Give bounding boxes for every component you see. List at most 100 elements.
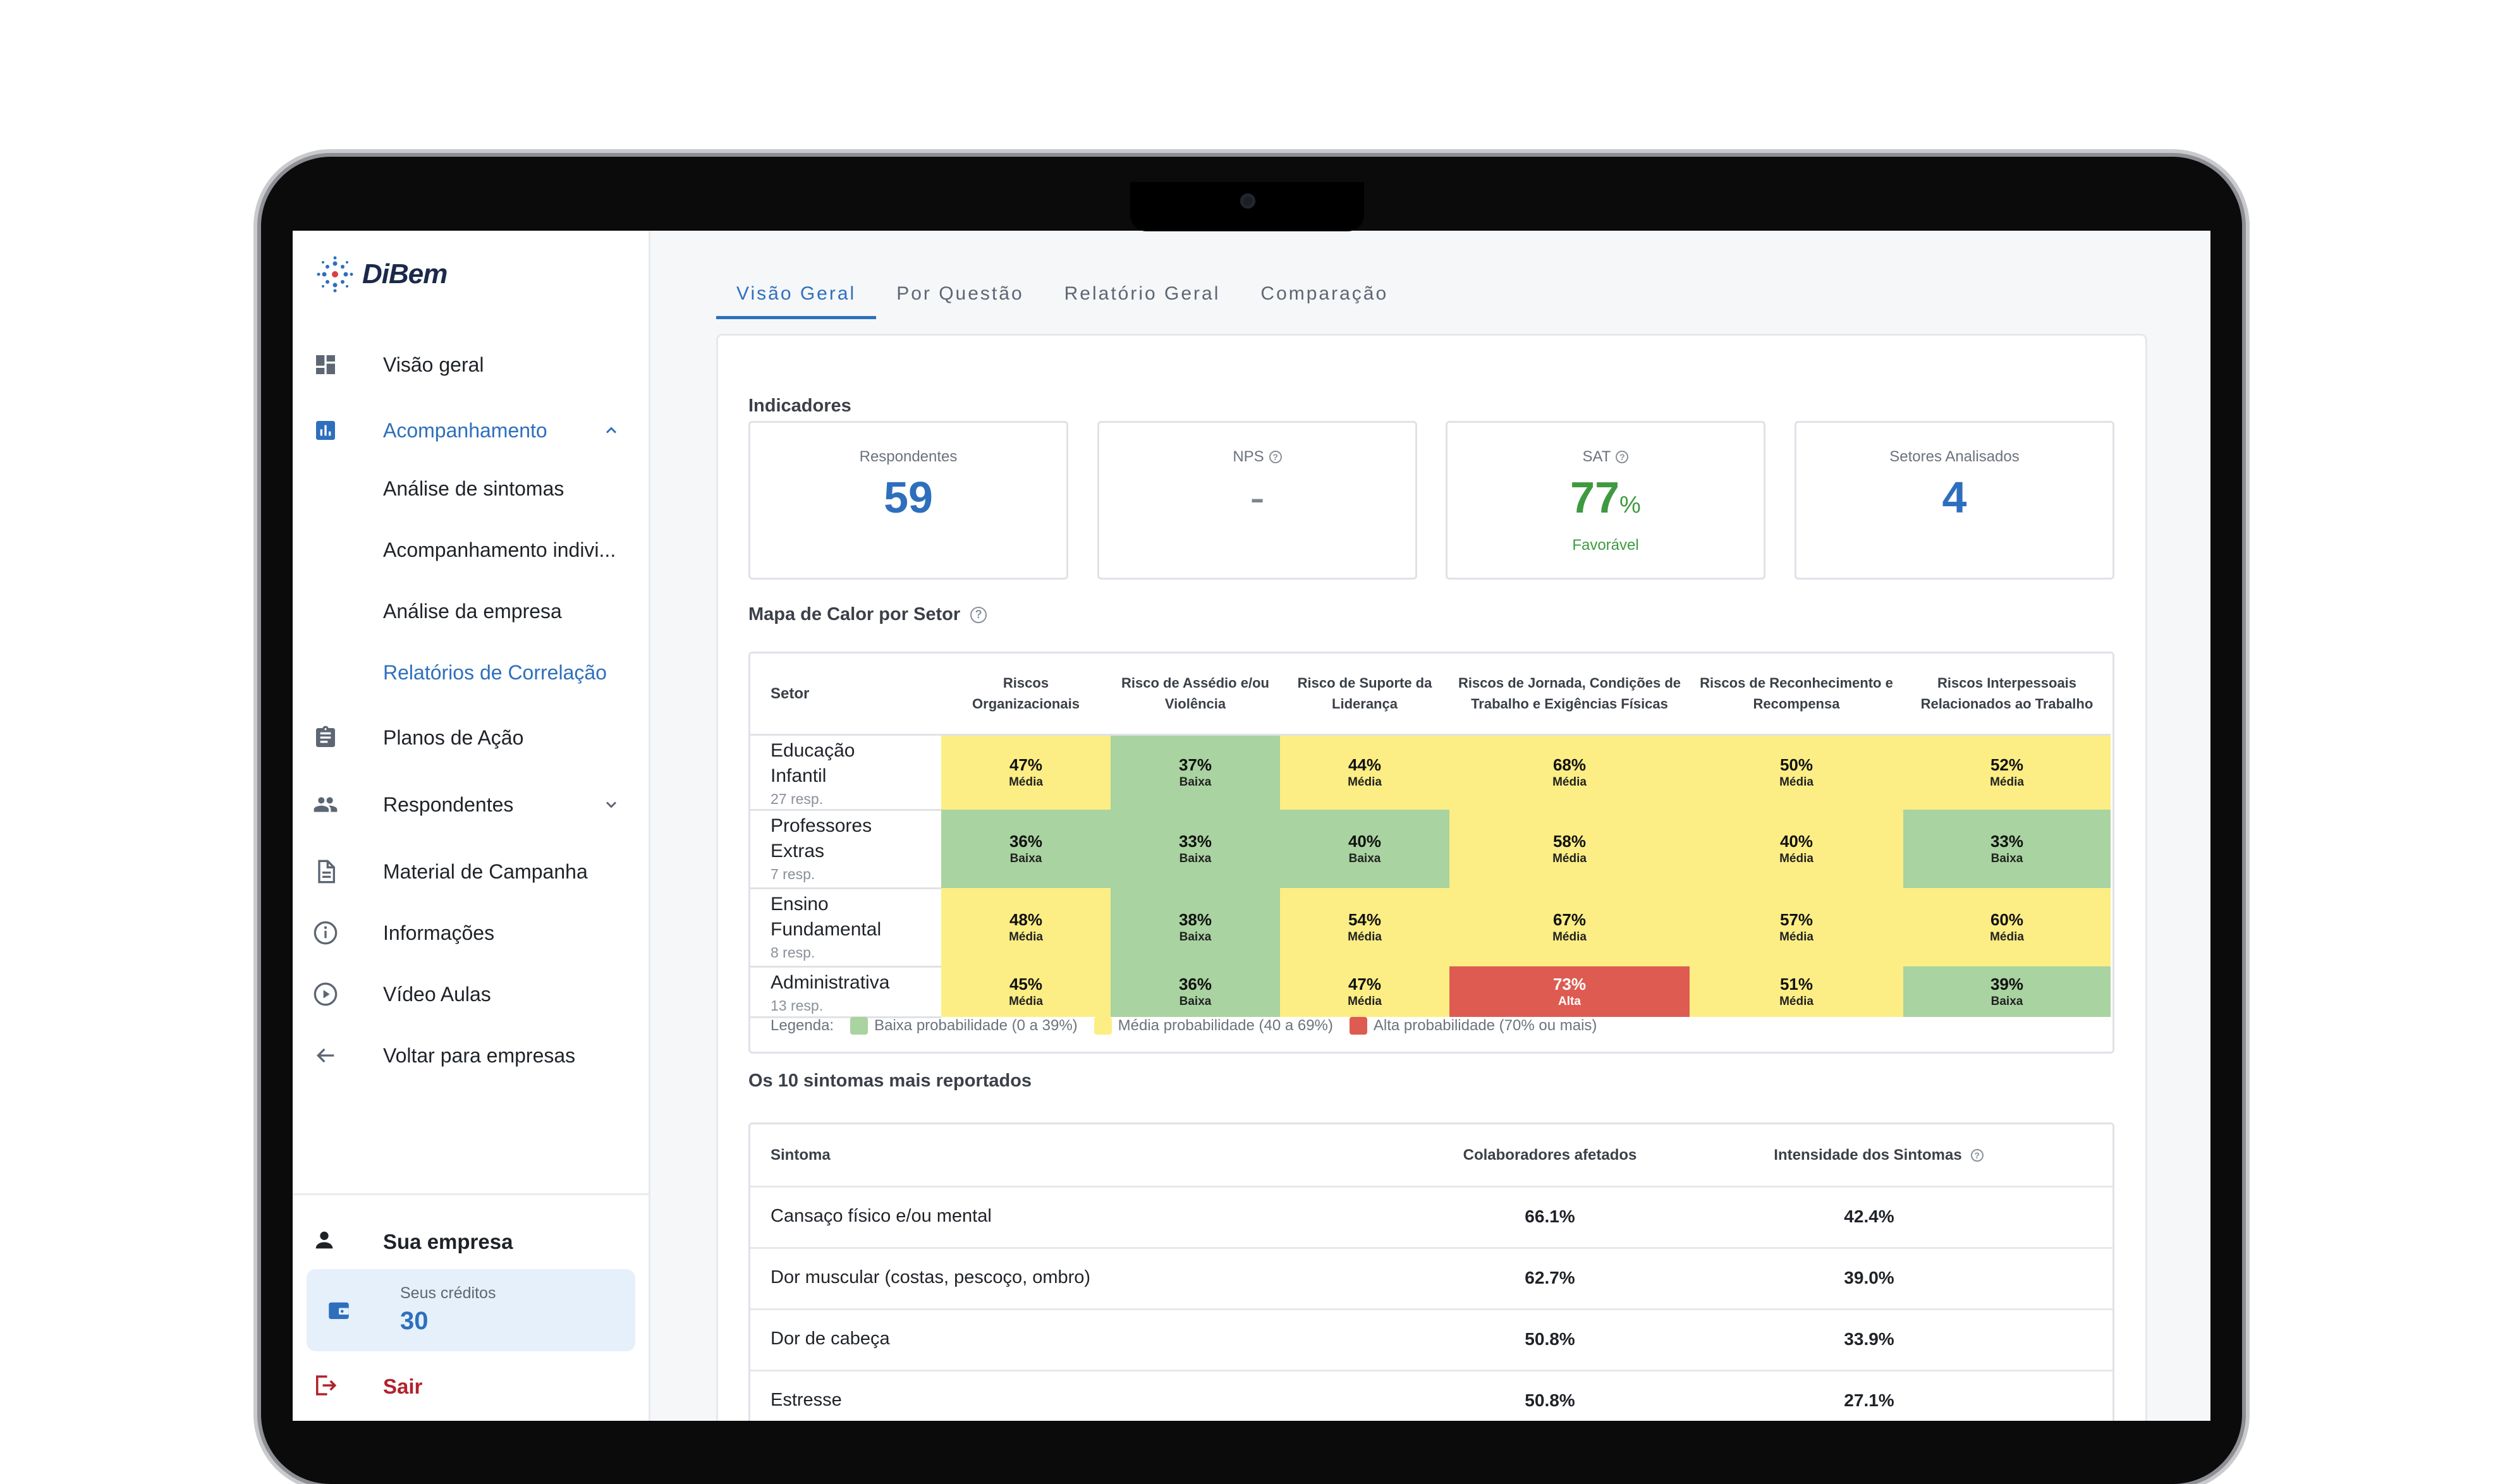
logo-icon [317,256,353,293]
kpi-label: SAT? [1448,448,1764,466]
heatmap-cell[interactable]: 51% Média [1690,966,1903,1017]
cell-percent: 33% [1990,832,2024,851]
cell-percent: 52% [1990,755,2024,775]
table-row: Cansaço físico e/ou mental 66.1% 42.4% [750,1186,2112,1249]
cell-level: Média [1009,930,1043,944]
kpi-label: Setores Analisados [1889,448,2020,465]
legend-high: Alta probabilidade (70% ou mais) [1373,1017,1597,1034]
heatmap-cell[interactable]: 33% Baixa [1111,810,1280,888]
heatmap-header-col: Riscos Organizacionais [941,654,1111,736]
heatmap-cell[interactable]: 60% Média [1903,888,2111,966]
cell-percent: 33% [1178,832,1212,851]
tab-visao-geral[interactable]: Visão Geral [716,269,877,319]
heatmap-cell[interactable]: 47% Média [941,734,1111,810]
heatmap-cell[interactable]: 48% Média [941,888,1111,966]
heatmap-sector-cell: Ensino Fundamental 8 resp. [750,888,941,968]
heatmap-cell[interactable]: 44% Média [1280,734,1449,810]
heatmap-cell[interactable]: 67% Média [1449,888,1690,966]
chevron-down-icon[interactable] [601,794,621,815]
heatmap-cell[interactable]: 45% Média [941,966,1111,1017]
company-section[interactable]: Sua empresa [293,1220,649,1264]
tab-relatorio-geral[interactable]: Relatório Geral [1064,283,1221,304]
sidebar-item-visao-geral[interactable]: Visão geral [293,339,649,390]
sidebar-subitem-acompanhamento-individual[interactable]: Acompanhamento indivi... [383,538,616,561]
cell-level: Baixa [1990,852,2023,865]
document-icon [312,858,339,885]
symptom-name: Cansaço físico e/ou mental [771,1206,992,1226]
heatmap-cell[interactable]: 52% Média [1903,734,2111,810]
heatmap-cell[interactable]: 36% Baixa [1111,966,1280,1017]
sidebar-item-label: Voltar para empresas [383,1043,576,1067]
help-icon[interactable]: ? [1970,1148,1984,1162]
legend-swatch-high [1349,1017,1367,1035]
heatmap-header-col: Risco de Suporte da Liderança [1280,654,1449,736]
sidebar-item-label: Informações [383,921,495,944]
tab-por-questao[interactable]: Por Questão [896,283,1024,304]
logout-button[interactable]: Sair [293,1368,649,1406]
chevron-up-icon[interactable] [601,420,621,441]
sidebar-item-informacoes[interactable]: Informações [293,908,649,958]
sidebar-item-label: Visão geral [383,353,484,376]
heatmap-cell[interactable]: 54% Média [1280,888,1449,966]
symptoms-table: Sintoma Colaboradores afetados Intensida… [748,1122,2114,1421]
sidebar-subitem-analise-empresa[interactable]: Análise da empresa [383,600,562,623]
sidebar-subitem-relatorios-correlacao[interactable]: Relatórios de Correlação [383,661,607,684]
indicators-title: Indicadores [748,396,851,416]
cell-level: Média [1552,775,1587,789]
heatmap-cell[interactable]: 40% Baixa [1280,810,1449,888]
cell-percent: 57% [1779,910,1813,929]
heatmap-header-col: Risco de Assédio e/ou Violência [1111,654,1280,736]
heatmap-cell[interactable]: 38% Baixa [1111,888,1280,966]
cell-level: Média [1348,930,1382,944]
help-icon[interactable]: ? [1269,451,1282,463]
heatmap-cell[interactable]: 57% Média [1690,888,1903,966]
cell-level: Baixa [1179,995,1212,1008]
cell-percent: 36% [1178,975,1212,994]
sector-responses: 13 resp. [771,997,824,1014]
sidebar-item-material-campanha[interactable]: Material de Campanha [293,846,649,897]
heatmap-cell[interactable]: 68% Média [1449,734,1690,810]
heatmap-cell[interactable]: 33% Baixa [1903,810,2111,888]
kpi-label: NPS? [1099,448,1415,466]
symptom-name: Dor de cabeça [771,1329,890,1349]
cell-percent: 50% [1779,755,1813,775]
symptom-affected: 50.8% [1525,1390,1575,1410]
heatmap-cell[interactable]: 47% Média [1280,966,1449,1017]
heatmap-cell[interactable]: 36% Baixa [941,810,1111,888]
tab-comparacao[interactable]: Comparação [1260,283,1389,304]
wallet-icon [326,1297,352,1327]
heatmap-row: Professores Extras 7 resp. 36% Baixa 33% Baix… [750,810,2111,889]
heatmap-sector-cell: Educação Infantil 27 resp. [750,734,941,811]
heatmap-cell[interactable]: 37% Baixa [1111,734,1280,810]
help-icon[interactable]: ? [970,606,987,623]
cell-level: Média [1009,995,1043,1008]
people-icon [312,791,339,818]
cell-level: Média [1779,930,1813,944]
cell-percent: 68% [1552,755,1587,775]
logout-label: Sair [383,1375,423,1398]
credits-panel[interactable]: Seus créditos 30 [307,1269,635,1351]
cell-percent: 36% [1009,832,1043,851]
heatmap-cell[interactable]: 40% Média [1690,810,1903,888]
cell-level: Média [1552,852,1587,865]
symptom-intensity: 33.9% [1844,1329,1894,1349]
play-circle-icon [312,980,339,1008]
sidebar-item-respondentes[interactable]: Respondentes [293,779,649,830]
heatmap-cell[interactable]: 50% Média [1690,734,1903,810]
heatmap-sector-cell: Administrativa 13 resp. [750,966,941,1018]
sidebar-item-video-aulas[interactable]: Vídeo Aulas [293,969,649,1019]
heatmap-cell[interactable]: 73% Alta [1449,966,1690,1017]
sidebar-item-planos-acao[interactable]: Planos de Ação [293,712,649,763]
heatmap-cell[interactable]: 58% Média [1449,810,1690,888]
sidebar-subitem-analise-sintomas[interactable]: Análise de sintomas [383,477,564,500]
cell-level: Média [1348,995,1382,1008]
sidebar-item-voltar-empresas[interactable]: Voltar para empresas [293,1030,649,1081]
symptoms-header-row: Sintoma Colaboradores afetados Intensida… [750,1124,2112,1188]
sidebar-item-acompanhamento[interactable]: Acompanhamento [293,405,649,456]
sidebar-item-label: Respondentes [383,793,514,816]
brand-logo[interactable]: DiBem [317,256,448,293]
legend-swatch-low [850,1017,869,1035]
help-icon[interactable]: ? [1616,451,1629,463]
heatmap-cell[interactable]: 39% Baixa [1903,966,2111,1017]
kpi-setores: Setores Analisados 4 [1795,421,2114,580]
